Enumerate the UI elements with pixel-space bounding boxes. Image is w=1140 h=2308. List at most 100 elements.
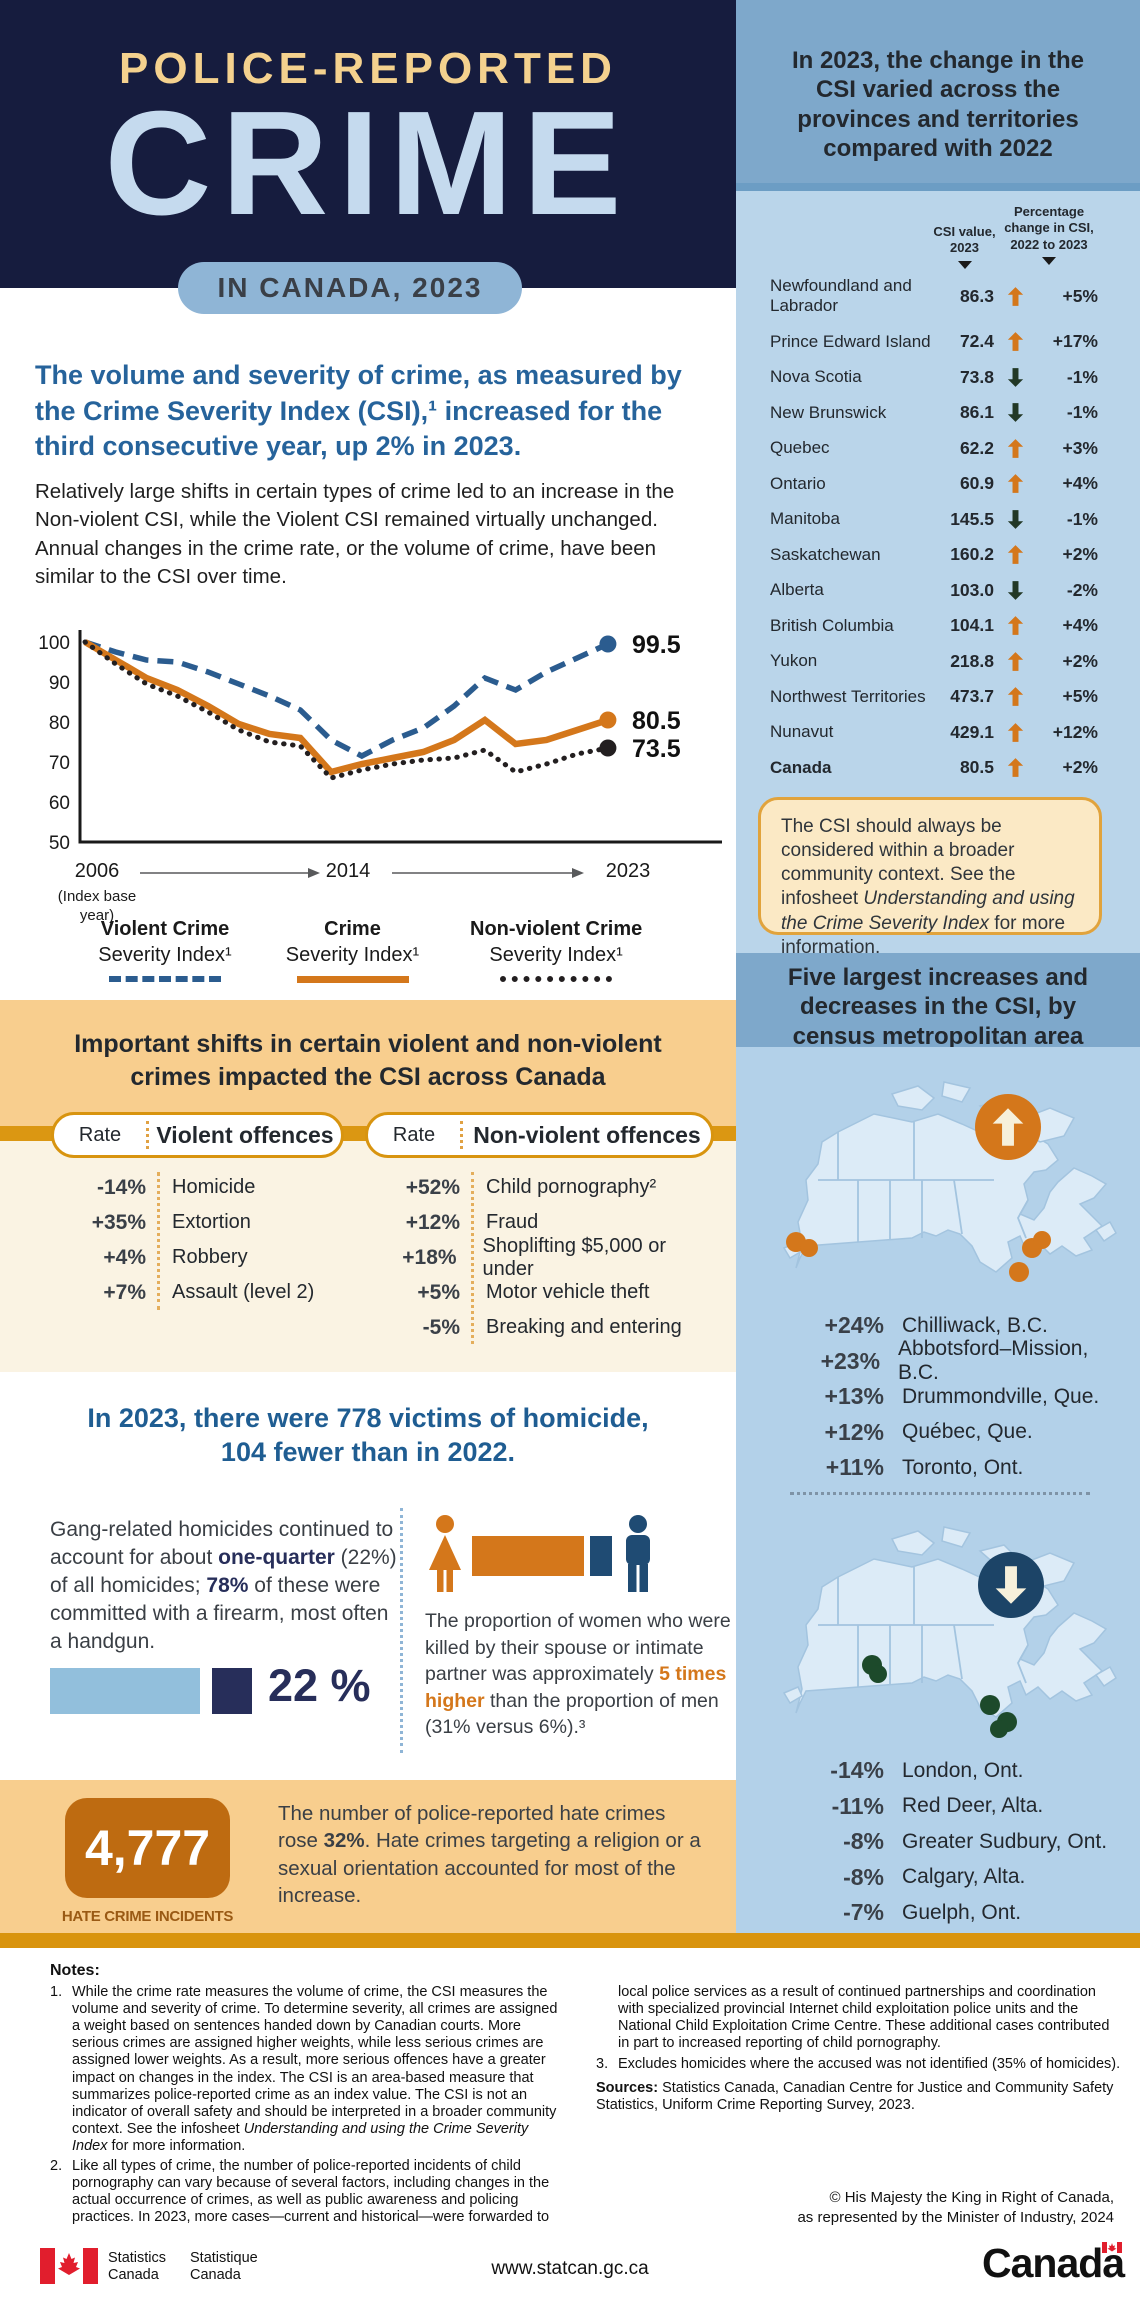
table-row: Prince Edward Island 72.4 +17% [770,324,1100,360]
legend-line-sample [500,976,613,982]
arrow-icon [1007,616,1023,636]
change-arrow [994,722,1036,742]
homicide-heading-line2: 104 fewer than in 2022. [220,1436,516,1467]
copyright: © His Majesty the King in Right of Canad… [640,2188,1114,2227]
offence-name: Breaking and entering [486,1316,682,1338]
offence-name: Assault (level 2) [172,1281,315,1303]
pct-change: +5% [1062,686,1098,707]
table-row: +12% Fraud [365,1205,714,1240]
csi-value: 60.9 [959,473,994,494]
csi-value: 73.8 [959,366,994,387]
infosheet-title: Understanding and using the Crime Severi… [72,2120,529,2154]
text-segment: The proportion of women who were killed … [425,1610,731,1686]
arrow-icon [1007,332,1023,352]
header-banner: POLICE-REPORTED CRIME [0,0,736,288]
province-name: Northwest Territories [770,686,926,706]
province-name: Manitoba [770,509,840,529]
pct-change: -1% [1066,508,1098,529]
list-item: +11% Toronto, Ont. [812,1450,1122,1486]
csi-value: 473.7 [950,686,994,707]
change-arrow [994,758,1036,778]
arrow-icon [1007,367,1023,387]
legend-series-name: Violent Crime [100,918,230,940]
offence-name: Motor vehicle theft [486,1281,650,1303]
city-dot [869,1665,887,1683]
dotted-separator [471,1172,474,1344]
change-arrow [994,545,1036,565]
header-line: change in CSI, [1004,220,1094,236]
intro-heading: The volume and severity of crime, as mea… [35,360,682,462]
csi-context-callout: The CSI should always be considered with… [758,797,1102,958]
offence-rate: +12% [405,1210,460,1234]
col-header-csi-value: CSI value, 2023 [912,224,1017,269]
table-row: -5% Breaking and entering [365,1310,714,1345]
change-arrow [994,580,1036,600]
header-line: CSI value, [933,224,996,239]
list-item: -8% Greater Sudbury, Ont. [812,1824,1122,1860]
table-row: Yukon 218.8 +2% [770,644,1100,680]
gang-homicide-text: Gang-related homicides continued to acco… [50,1516,398,1656]
svg-text:80.5: 80.5 [632,707,681,735]
offence-rate: -5% [422,1315,460,1339]
cma-rate: +11% [825,1454,884,1481]
table-row: Nova Scotia 73.8 -1% [770,360,1100,396]
legend-line-sample [296,976,409,983]
arrow-icon [1007,403,1023,423]
svg-text:70: 70 [49,753,70,774]
wordmark-text: Canada [982,2240,1125,2286]
csi-value: 104.1 [950,615,994,636]
text-segment: The number of police-reported hate crime… [278,1802,666,1853]
table-row: Canada 80.5 +2% [770,750,1100,786]
cma-title: Five largest increases and decreases in … [787,964,1089,1050]
table-row: +18% Shoplifting $5,000 or under [365,1235,714,1280]
table-row: Newfoundland and Labrador 86.3 +5% [770,268,1100,324]
text-bold: 78% [206,1573,249,1597]
label-line: Canada [190,2267,241,2284]
note-number: 1. [50,1984,63,2000]
provinces-title: In 2023, the change in the CSI varied ac… [791,47,1085,162]
women-proportion-bar [472,1536,584,1576]
dotted-separator [790,1492,1090,1495]
cma-city: Québec, Que. [902,1420,1033,1444]
change-arrow [994,438,1036,458]
text-segment: The CSI should always be considered with… [781,816,1016,910]
csi-value: 86.3 [959,285,994,306]
offence-name: Shoplifting $5,000 or under [482,1234,667,1280]
header-kicker: POLICE-REPORTED [119,44,617,93]
note-text: Like all types of crime, the number of p… [72,2158,550,2226]
svg-text:80: 80 [49,713,70,734]
dotted-separator [157,1172,160,1310]
note-text: While the crime rate measures the volume… [72,1984,566,2155]
pct-change: +2% [1062,757,1098,778]
infosheet-title: Understanding and using the Crime Severi… [781,888,1075,934]
triangle-down-icon [1042,256,1056,265]
change-arrow [994,286,1036,306]
label-line: Canada [108,2267,159,2284]
wordmark-flag-icon [1102,2242,1122,2253]
table-row: Manitoba 145.5 -1% [770,502,1100,538]
list-item: -7% Guelph, Ont. [812,1895,1122,1931]
notes-title: Notes: [50,1962,100,1979]
provinces-table: Newfoundland and Labrador 86.3 +5% Princ… [770,268,1100,786]
list-item: +24% Chilliwack, B.C. [812,1308,1122,1344]
violent-offences-table: -14% Homicide +35% Extortion +4% Robbery… [51,1170,344,1310]
up-arrow-icon [992,1108,1024,1146]
table-row: British Columbia 104.1 +4% [770,608,1100,644]
svg-text:73.5: 73.5 [632,735,681,763]
text-segment: for more information. [781,912,1066,958]
men-proportion-bar [590,1536,612,1576]
axis-year-2014: 2014 [325,860,371,882]
bar-78pct [50,1668,200,1714]
section-divider [0,1933,1140,1948]
csi-value: 145.5 [950,508,994,529]
city-dot [800,1239,818,1257]
label-line: Statistics [108,2250,167,2266]
cma-rate: -8% [843,1863,884,1890]
list-item: +23% Abbotsford–Mission, B.C. [812,1337,1122,1384]
bar-22pct [212,1668,252,1714]
change-arrow [994,367,1036,387]
text-segment: of these were committed with a firearm, … [50,1573,389,1653]
list-item: -8% Calgary, Alta. [812,1860,1122,1896]
table-row: -14% Homicide [51,1170,344,1205]
